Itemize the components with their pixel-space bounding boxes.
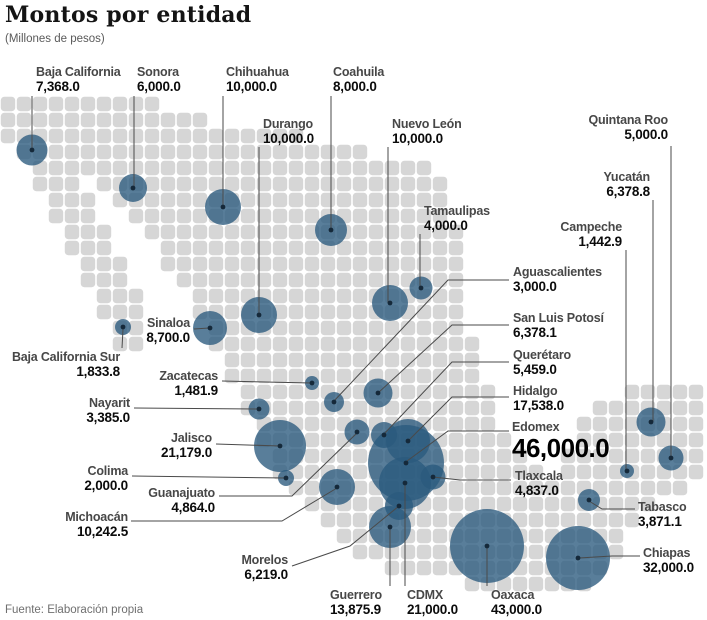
leader-hidalgo: [407, 396, 509, 442]
center-dot-sonora: [130, 185, 136, 191]
leader-colima: [131, 475, 287, 479]
center-dot-coahuila: [328, 227, 334, 233]
center-dot-chiapas: [575, 555, 581, 561]
center-dot-tlaxcala: [430, 474, 436, 480]
center-dot-quintana-roo: [668, 455, 674, 461]
center-dot-tabasco: [586, 497, 592, 503]
leader-zacatecas: [221, 380, 312, 384]
center-dot-hidalgo: [405, 438, 411, 444]
center-dot-sinaloa: [207, 325, 213, 331]
chart-title: Montos por entidad: [5, 2, 252, 28]
center-dot-oaxaca: [484, 543, 490, 549]
center-dot-tamaulipas: [418, 285, 424, 291]
chart-subtitle: (Millones de pesos): [5, 33, 105, 45]
leader-guanajuato: [219, 432, 358, 497]
center-dot-michoacan: [334, 484, 340, 490]
center-dot-nuevo-leon: [387, 300, 393, 306]
center-dot-morelos: [396, 503, 402, 509]
leader-tlaxcala: [432, 476, 511, 481]
leader-queretaro: [383, 361, 509, 435]
center-dot-edomex: [403, 460, 409, 466]
center-dot-queretaro: [381, 432, 387, 438]
leader-lines: [31, 96, 672, 586]
center-dot-durango: [256, 312, 262, 318]
leader-aguascalientes: [333, 279, 509, 402]
leader-tabasco: [588, 500, 635, 510]
leader-baja-california-sur: [121, 328, 124, 349]
leader-michoacan: [131, 487, 338, 522]
center-dot-yucatan: [648, 419, 654, 425]
center-dot-guanajuato: [354, 429, 360, 435]
center-dot-san-luis-potosi: [375, 390, 381, 396]
center-dot-zacatecas: [309, 380, 315, 386]
center-dot-campeche: [624, 468, 630, 474]
center-dot-nayarit: [256, 406, 262, 412]
center-dot-guerrero: [387, 524, 393, 530]
leader-sinaloa: [193, 327, 210, 330]
leader-nayarit: [133, 407, 260, 410]
leader-chiapas: [578, 555, 640, 559]
leader-san-luis-potosi: [377, 324, 509, 394]
center-dot-jalisco: [277, 443, 283, 449]
mexico-map-tiles: [0, 96, 704, 592]
bubble-center-dots: [29, 147, 674, 561]
leader-jalisco: [215, 443, 281, 447]
source-note: Fuente: Elaboración propia: [5, 604, 144, 616]
center-dot-chihuahua: [220, 204, 226, 210]
center-dot-aguascalientes: [331, 399, 337, 405]
center-dot-baja-california: [29, 147, 35, 153]
center-dot-baja-california-sur: [120, 324, 126, 330]
leader-edomex: [406, 430, 509, 462]
center-dot-colima: [283, 475, 289, 481]
center-dot-cdmx: [402, 480, 408, 486]
leader-morelos: [291, 505, 400, 567]
